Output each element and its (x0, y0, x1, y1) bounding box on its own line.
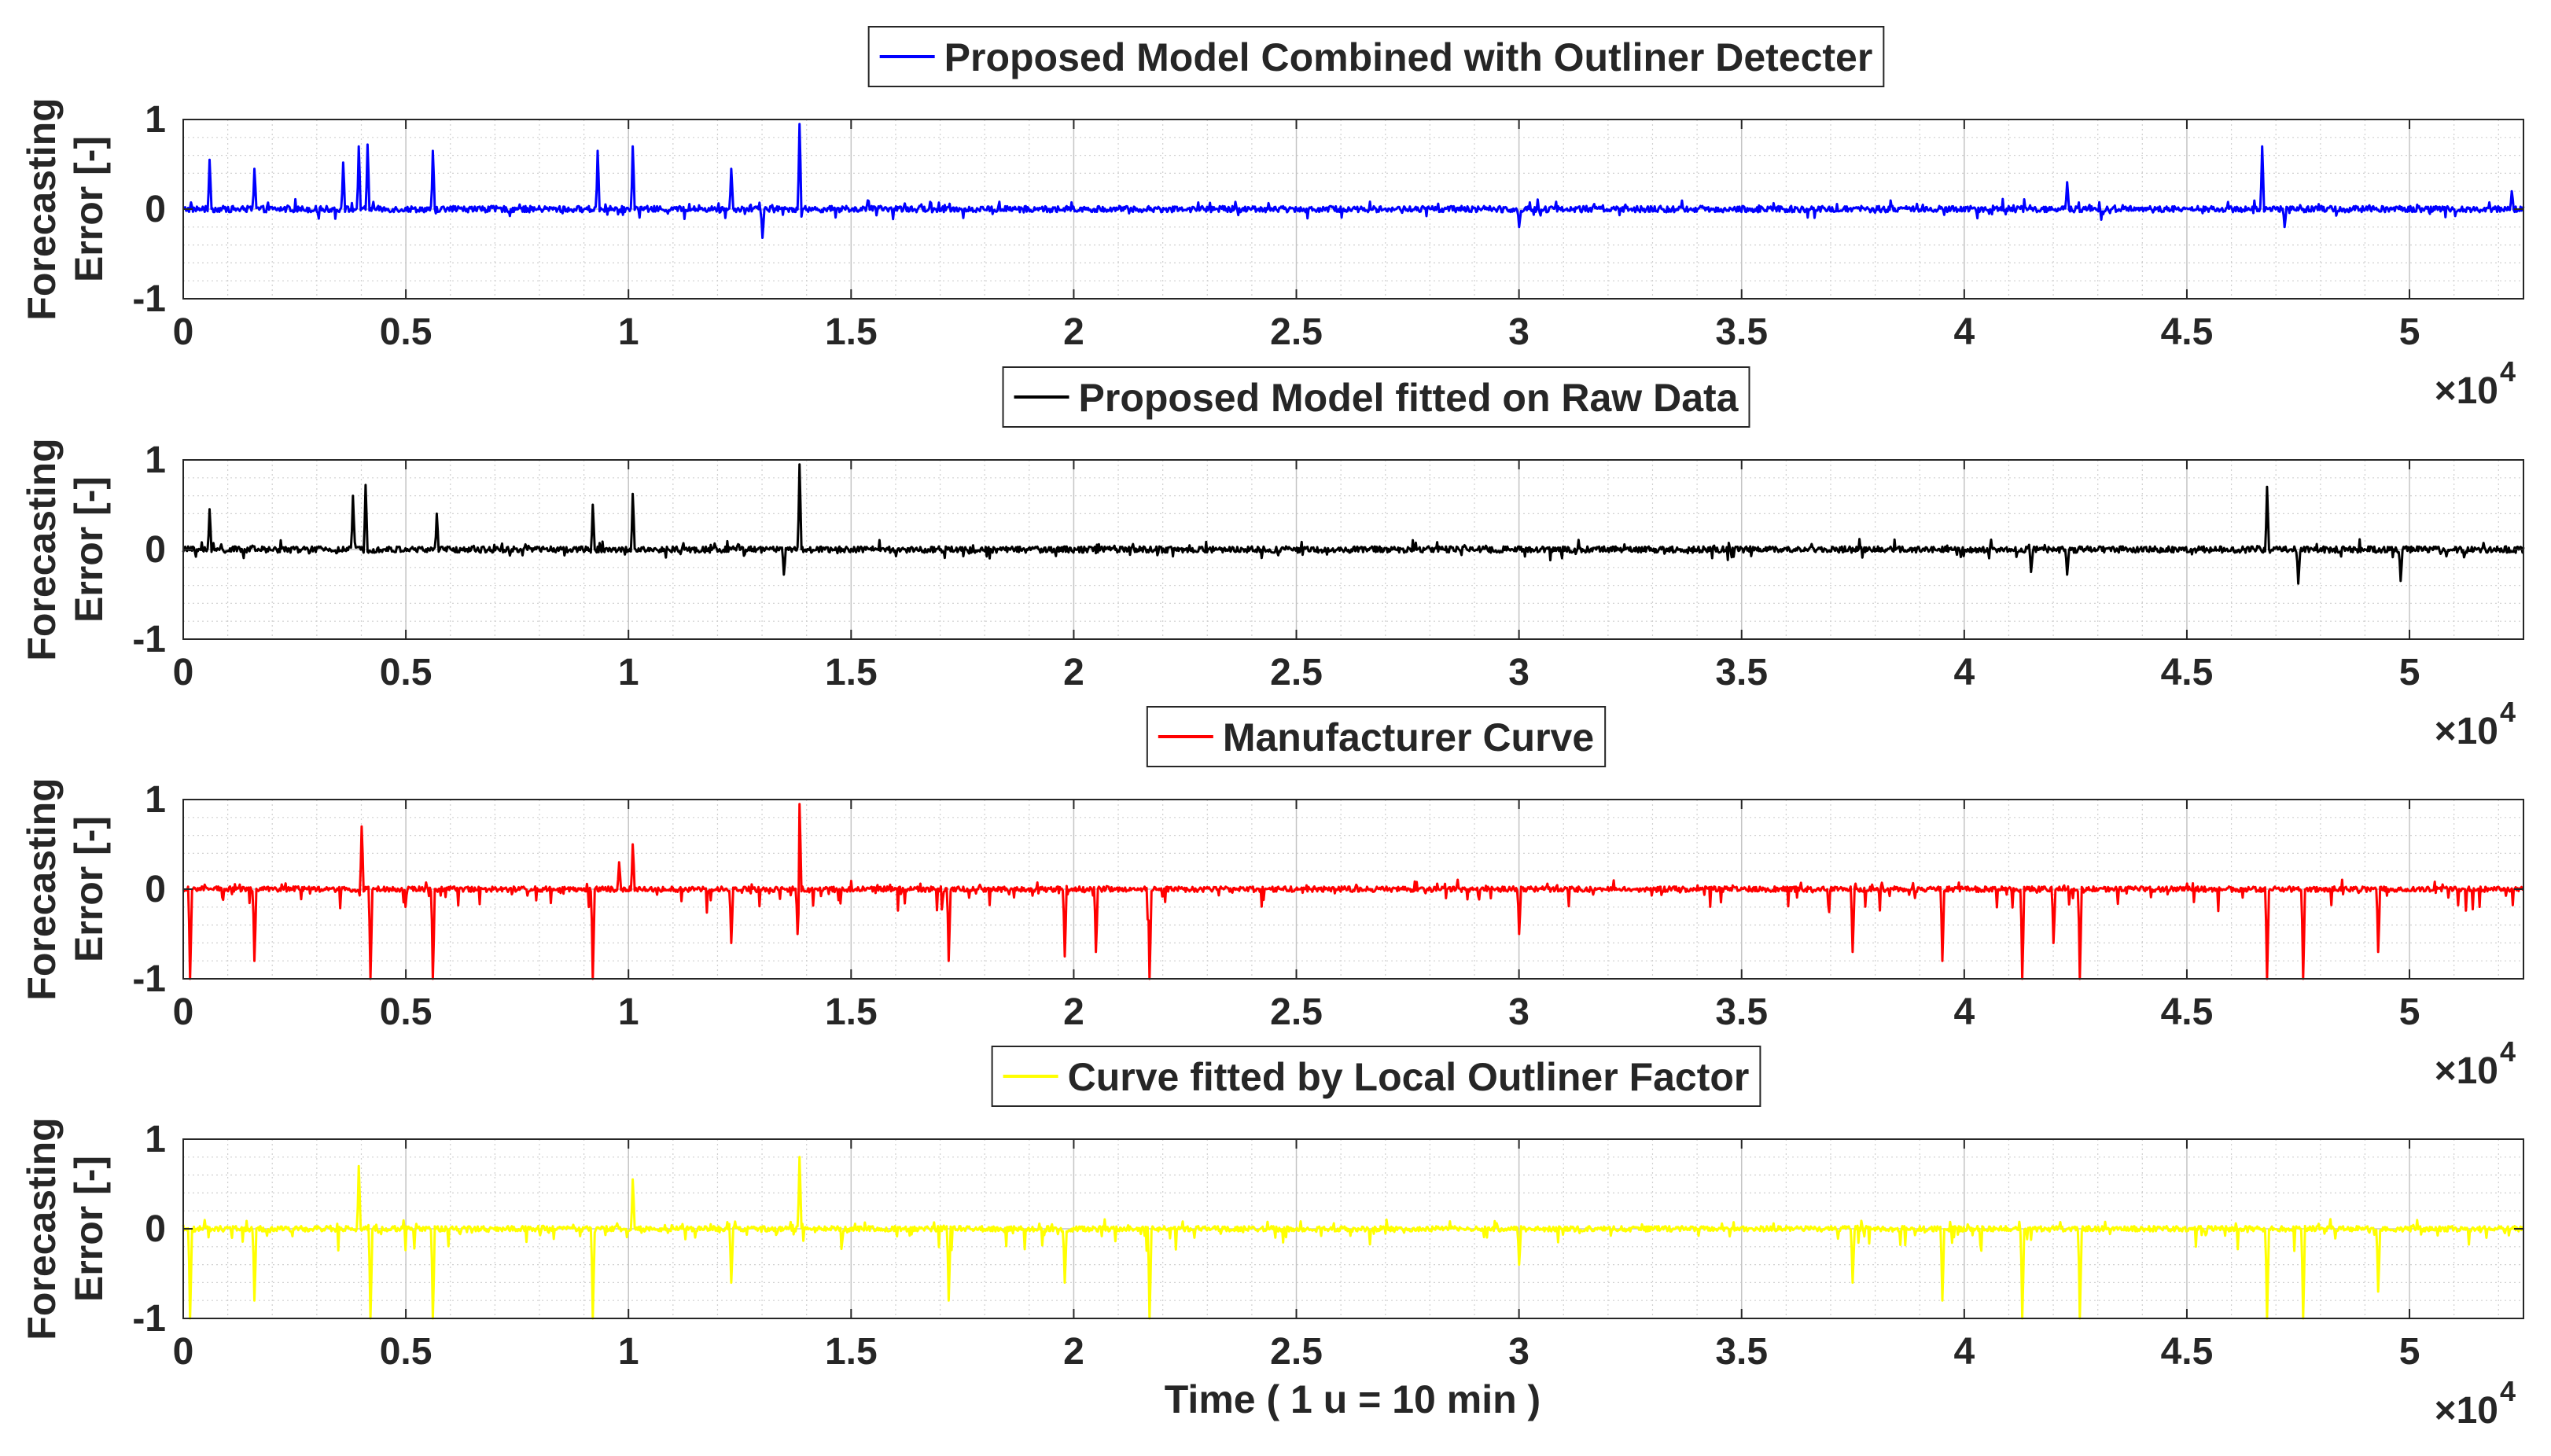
y-tick-label: 0 (145, 869, 166, 910)
x-axis-label: Time ( 1 u = 10 min ) (1165, 1377, 1541, 1421)
legend-label: Manufacturer Curve (1223, 715, 1594, 759)
x-exponent-label: ×10 (2435, 370, 2498, 412)
x-tick-label: 2.5 (1270, 1331, 1323, 1373)
legend-label: Proposed Model fitted on Raw Data (1079, 376, 1739, 420)
x-tick-label: 1.5 (825, 652, 878, 693)
y-tick-label: -1 (132, 619, 166, 660)
x-tick-label: 4.5 (2161, 311, 2214, 353)
legend-box (1146, 706, 1607, 767)
x-tick-label: 2.5 (1270, 991, 1323, 1033)
y-axis-label: Error [-] (67, 136, 111, 282)
x-tick-label: 4 (1953, 652, 1975, 693)
series-line (182, 123, 2525, 239)
x-tick-label: 4.5 (2161, 652, 2214, 693)
y-tick-label: 1 (145, 439, 166, 481)
y-tick-label: 1 (145, 99, 166, 141)
x-tick-label: 2 (1063, 311, 1084, 353)
x-exponent-label: ×10 (2435, 711, 2498, 752)
y-axis-label: Forecasting (20, 1117, 64, 1340)
y-tick-label: 0 (145, 529, 166, 571)
panel-3: 0 0.5 1 1.5 2 2.5 3 3.5 4 4.5 5-101×10 4Forecasting… (20, 706, 2524, 1092)
legend-box (867, 26, 1885, 87)
x-tick-label: 3 (1508, 652, 1529, 693)
legend-box (991, 1046, 1761, 1107)
x-tick-label: 2.5 (1270, 311, 1323, 353)
series-line (182, 803, 2524, 980)
x-tick-label: 4 (1953, 311, 1975, 353)
x-tick-label: 1.5 (825, 311, 878, 353)
y-tick-label: 0 (145, 189, 166, 230)
x-tick-label: 0.5 (380, 652, 433, 693)
x-tick-label: 3.5 (1715, 652, 1768, 693)
x-tick-label: 3.5 (1715, 311, 1768, 353)
panel-2: 0 0.5 1 1.5 2 2.5 3 3.5 4 4.5 5-101×10 4Forecasting… (20, 366, 2525, 752)
x-tick-label: 3.5 (1715, 991, 1768, 1033)
y-axis-label: Forecasting (20, 438, 64, 660)
x-exponent-power: 4 (2500, 355, 2516, 388)
x-tick-label: 3.5 (1715, 1331, 1768, 1373)
x-tick-label: 1.5 (825, 991, 878, 1033)
y-axis-label: Forecasting (20, 778, 64, 1000)
tick-marks (182, 119, 2523, 300)
y-tick-label: 1 (145, 779, 166, 821)
panel-4: 0 0.5 1 1.5 2 2.5 3 3.5 4 4.5 5-101×10 4Forecasting… (20, 1046, 2525, 1432)
x-tick-label: 0 (173, 1331, 194, 1373)
tick-marks (182, 1138, 2523, 1319)
y-axis-label: Error [-] (67, 816, 111, 962)
tick-marks (182, 799, 2523, 980)
x-tick-label: 2 (1063, 1331, 1084, 1373)
legend-label: Proposed Model Combined with Outliner De… (944, 35, 1873, 79)
x-tick-label: 3 (1508, 311, 1529, 353)
x-exponent-power: 4 (2500, 1035, 2516, 1068)
x-tick-label: 5 (2399, 311, 2420, 353)
x-tick-label: 0.5 (380, 991, 433, 1033)
x-tick-label: 2.5 (1270, 652, 1323, 693)
x-exponent-power: 4 (2500, 1375, 2516, 1407)
x-tick-label: 4 (1953, 991, 1975, 1033)
y-axis-label: Error [-] (67, 1156, 111, 1302)
tick-marks (182, 459, 2523, 640)
x-tick-label: 2 (1063, 652, 1084, 693)
x-tick-label: 0 (173, 991, 194, 1033)
x-exponent-label: ×10 (2435, 1390, 2498, 1432)
x-tick-label: 0.5 (380, 311, 433, 353)
x-tick-label: 0 (173, 311, 194, 353)
legend-box (1002, 366, 1750, 428)
x-tick-label: 1 (618, 311, 639, 353)
y-axis-label: Forecasting (20, 97, 64, 320)
x-tick-label: 4.5 (2161, 1331, 2214, 1373)
x-tick-label: 3 (1508, 991, 1529, 1033)
x-tick-label: 0 (173, 652, 194, 693)
y-tick-label: 1 (145, 1119, 166, 1160)
legend-label: Curve fitted by Local Outliner Factor (1068, 1055, 1750, 1099)
x-tick-label: 1 (618, 652, 639, 693)
series-line (182, 463, 2525, 585)
x-tick-label: 4.5 (2161, 991, 2214, 1033)
x-tick-label: 1 (618, 1331, 639, 1373)
y-tick-label: -1 (132, 958, 166, 1000)
x-tick-label: 5 (2399, 652, 2420, 693)
y-axis-label: Error [-] (67, 476, 111, 623)
x-tick-label: 3 (1508, 1331, 1529, 1373)
x-tick-label: 0.5 (380, 1331, 433, 1373)
series-line (182, 1156, 2525, 1320)
x-exponent-power: 4 (2500, 696, 2516, 728)
x-tick-label: 4 (1953, 1331, 1975, 1373)
x-tick-label: 1.5 (825, 1331, 878, 1373)
y-tick-label: -1 (132, 1298, 166, 1340)
x-tick-label: 2 (1063, 991, 1084, 1033)
x-tick-label: 1 (618, 991, 639, 1033)
y-tick-label: 0 (145, 1208, 166, 1250)
x-tick-label: 5 (2399, 1331, 2420, 1373)
panel-1: 0 0.5 1 1.5 2 2.5 3 3.5 4 4.5 5-101×10 4Forecasting… (20, 26, 2525, 412)
y-tick-label: -1 (132, 278, 166, 320)
x-exponent-label: ×10 (2435, 1050, 2498, 1092)
x-tick-label: 5 (2399, 991, 2420, 1033)
